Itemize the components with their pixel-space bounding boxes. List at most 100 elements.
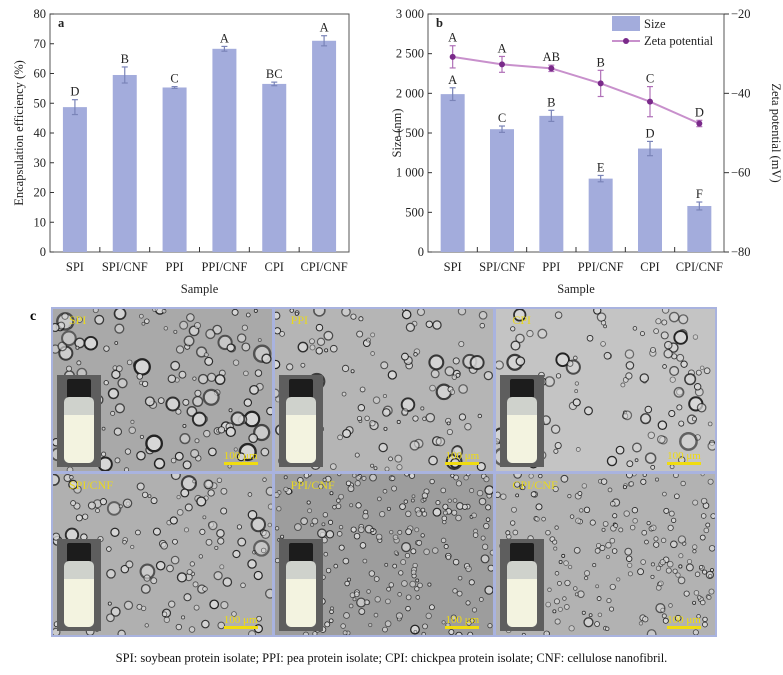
droplet (66, 466, 74, 471)
droplet (615, 445, 625, 455)
droplet (415, 594, 420, 600)
droplet (83, 335, 99, 351)
droplet (230, 411, 246, 427)
droplet (76, 360, 82, 366)
b-zeta-point-SPI/CNF (499, 61, 505, 68)
droplet (620, 382, 626, 388)
droplet (275, 505, 282, 511)
droplet (241, 342, 251, 352)
droplet (118, 503, 123, 508)
droplet (155, 560, 166, 570)
droplet (635, 458, 639, 463)
droplet (122, 539, 127, 544)
droplet (76, 316, 83, 323)
emulsion-vial-photo (500, 374, 545, 467)
droplet (624, 547, 633, 556)
droplet (203, 352, 209, 358)
droplet (678, 576, 686, 584)
droplet (616, 576, 621, 582)
droplet (404, 552, 410, 558)
droplet (662, 491, 668, 496)
droplet (597, 595, 602, 601)
b-y-right-tick-label: −40 (731, 86, 751, 100)
droplet (197, 373, 209, 385)
droplet (175, 345, 185, 354)
droplet (676, 353, 685, 362)
a-y-tick-label: 0 (40, 245, 46, 259)
droplet (206, 372, 217, 382)
b-y-tick-label: 3 000 (396, 7, 424, 21)
droplet (575, 381, 580, 386)
droplet (660, 607, 666, 613)
droplet (445, 554, 451, 560)
b-y-axis-label: Size (nm) (390, 109, 404, 158)
droplet (627, 562, 633, 568)
droplet (609, 537, 616, 544)
droplet (468, 578, 475, 585)
droplet (456, 590, 463, 597)
droplet (141, 491, 149, 498)
droplet (446, 428, 453, 436)
b-zeta-letter: C (646, 72, 654, 86)
droplet (262, 476, 267, 482)
droplet (676, 404, 683, 411)
droplet (243, 398, 253, 407)
droplet (101, 426, 106, 431)
droplet (384, 598, 391, 604)
vial-emulsion (64, 414, 94, 463)
droplet (357, 525, 365, 533)
droplet (441, 619, 446, 624)
droplet (573, 398, 582, 407)
droplet (274, 327, 281, 335)
droplet (623, 509, 631, 517)
droplet (541, 516, 547, 521)
droplet (329, 605, 334, 610)
droplet (697, 402, 707, 413)
droplet (359, 386, 366, 393)
droplet (365, 337, 371, 343)
b-zeta-point-SPI (449, 53, 456, 60)
droplet (166, 564, 174, 572)
vial-cap (67, 378, 91, 399)
a-x-tick-label: SPI (66, 260, 84, 274)
droplet (308, 338, 315, 345)
droplet (551, 424, 561, 435)
droplet (274, 359, 280, 370)
droplet (563, 559, 570, 566)
droplet (703, 527, 710, 533)
droplet (584, 575, 589, 580)
droplet (626, 555, 633, 562)
micrograph-label: CPI/CNF (512, 477, 558, 492)
droplet (707, 441, 715, 451)
droplet (587, 334, 594, 342)
droplet (279, 534, 284, 539)
droplet (182, 460, 192, 470)
droplet (480, 553, 490, 563)
b-y-right-tick-label: −60 (731, 166, 751, 180)
droplet (163, 616, 170, 623)
droplet (484, 584, 494, 595)
droplet (404, 605, 411, 611)
droplet (610, 583, 617, 590)
droplet (575, 591, 580, 596)
droplet (669, 510, 676, 517)
droplet (476, 489, 483, 496)
droplet (408, 473, 415, 479)
droplet (130, 419, 135, 424)
droplet (364, 415, 370, 422)
droplet (601, 477, 608, 485)
droplet (170, 473, 181, 480)
droplet (687, 558, 693, 564)
droplet (663, 507, 670, 514)
droplet (75, 345, 80, 350)
droplet (115, 365, 123, 373)
droplet (410, 498, 415, 502)
droplet (428, 384, 436, 392)
droplet (526, 329, 534, 338)
droplet (556, 373, 562, 379)
droplet (632, 442, 643, 453)
droplet (577, 490, 583, 496)
droplet (625, 361, 635, 370)
droplet (478, 497, 486, 505)
droplet (322, 477, 327, 482)
